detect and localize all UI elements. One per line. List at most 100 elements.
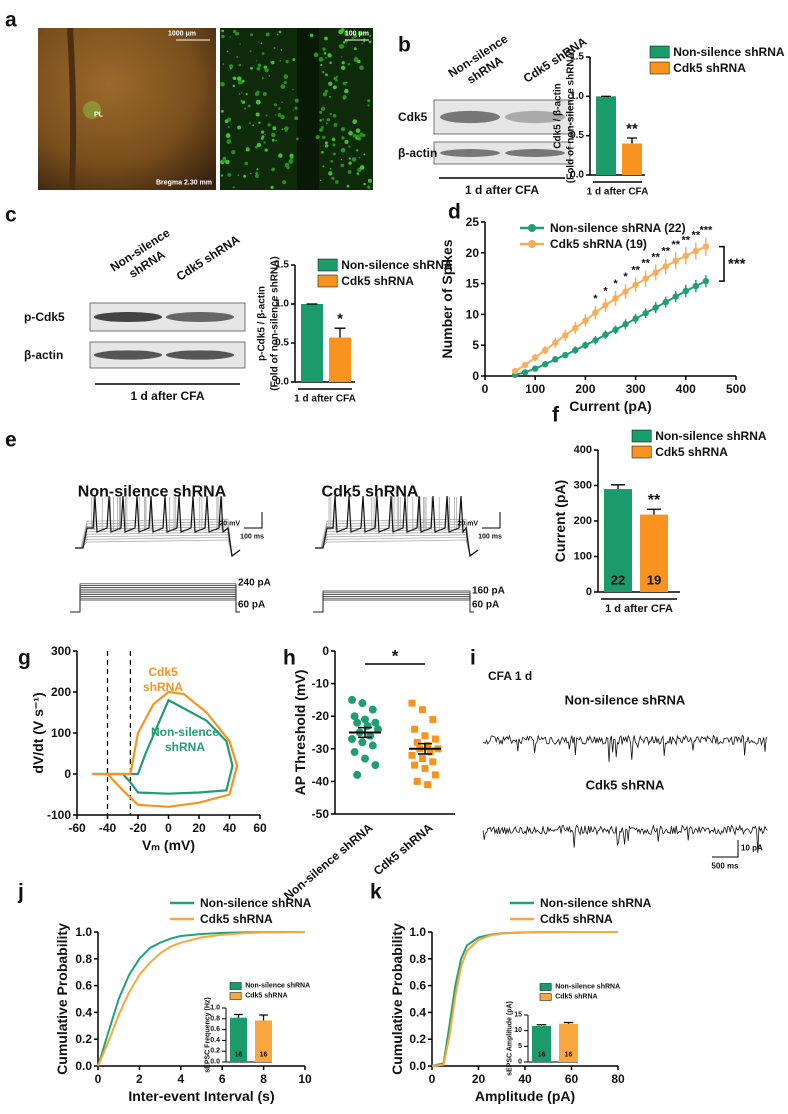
cell — [271, 138, 275, 142]
marker — [672, 257, 679, 265]
cell — [227, 125, 230, 128]
marker — [532, 365, 539, 372]
cell — [232, 84, 236, 88]
marker — [652, 304, 659, 311]
scale-label: 100 ms — [478, 534, 502, 541]
bar-n-label: 16 — [538, 1052, 546, 1059]
x-tick-label: 1 d after CFA — [587, 187, 649, 198]
cell — [325, 122, 328, 125]
x-tick-label: 60 — [565, 1072, 579, 1086]
bar-n-label: 16 — [260, 1052, 268, 1059]
y-tick-label: -10 — [312, 677, 330, 691]
cell — [288, 159, 294, 164]
cell — [221, 29, 224, 33]
significance: ** — [641, 258, 650, 270]
error-bar — [627, 137, 637, 144]
x-tick-label: 1 d after CFA — [294, 394, 356, 405]
cell — [353, 47, 357, 51]
cell — [324, 89, 329, 94]
cell — [256, 66, 261, 71]
cell — [289, 153, 294, 158]
error-bar — [334, 327, 346, 338]
error-bar — [647, 508, 661, 515]
y-tick-label: -30 — [312, 742, 330, 756]
marker — [592, 309, 599, 316]
step-label: 60 pA — [472, 600, 499, 611]
x-tick-label: 40 — [518, 1072, 532, 1086]
x-tick-label: 2 — [136, 1072, 143, 1086]
y-axis-label: p-Cdk5 / β-actin — [257, 286, 268, 361]
point — [413, 738, 421, 746]
cell — [237, 80, 242, 85]
legend-marker — [528, 224, 536, 232]
y-tick-label: 0.8 — [75, 952, 92, 966]
series-line — [97, 931, 306, 1067]
cell — [319, 110, 323, 115]
legend-swatch — [649, 61, 670, 75]
cell — [254, 145, 258, 149]
cell — [294, 98, 299, 103]
y-tick-label: 0.0 — [570, 170, 584, 181]
x-tick-label: 0 — [95, 1072, 102, 1086]
cell — [363, 38, 366, 40]
legend-label: Cdk5 shRNA — [341, 274, 414, 288]
step-protocol — [313, 594, 474, 613]
legend-swatch — [649, 45, 670, 59]
marker — [572, 346, 579, 354]
point — [348, 735, 356, 744]
y-tick-label: 0.2 — [409, 1032, 426, 1046]
blot-band — [505, 149, 565, 157]
y-tick-label: 0.6 — [210, 1026, 220, 1033]
cell — [240, 99, 243, 103]
cell — [255, 99, 261, 105]
y-axis-label: sEPSC Frequency (Hz) — [205, 997, 212, 1072]
cell — [273, 47, 276, 49]
x-tick-label: 0 — [482, 382, 489, 396]
cell — [262, 92, 267, 97]
cell — [292, 58, 296, 61]
blot-caption: 1 d after CFA — [130, 389, 204, 403]
bar — [559, 1023, 578, 1062]
blot-band — [165, 311, 235, 323]
y-tick-label: 0.4 — [75, 1005, 92, 1019]
y-tick-label: 100 — [574, 551, 592, 563]
cell — [271, 132, 276, 138]
y-tick-label: 0.0 — [75, 1059, 92, 1073]
cell — [268, 75, 271, 77]
y-tick-label: 300 — [574, 480, 592, 492]
cell — [331, 176, 335, 180]
cell — [334, 180, 339, 184]
point — [411, 725, 419, 733]
cell — [261, 52, 265, 55]
y-tick-label: 0.0 — [210, 1059, 220, 1066]
voltage-trace — [75, 495, 241, 558]
cell — [356, 149, 359, 152]
cell — [286, 166, 290, 170]
legend-label: Cdk5 shRNA — [555, 994, 597, 1001]
cell — [237, 125, 242, 130]
legend-swatch — [317, 258, 338, 272]
cell — [367, 104, 370, 107]
marker — [682, 252, 689, 260]
cell — [283, 80, 287, 85]
sem-bar — [418, 742, 432, 755]
cell — [347, 63, 351, 66]
cell — [347, 170, 352, 174]
marker — [642, 309, 649, 317]
marker — [612, 295, 619, 302]
cell — [355, 128, 361, 133]
cell — [328, 171, 333, 176]
bar — [532, 1025, 551, 1062]
cell — [264, 148, 268, 152]
point — [418, 706, 426, 714]
cell — [267, 123, 271, 127]
trace-title: Cdk5 shRNA — [586, 778, 665, 793]
cell — [329, 167, 332, 170]
cell — [270, 185, 274, 189]
injection-site — [83, 101, 101, 119]
x-tick-label: 10 — [298, 1072, 312, 1086]
cell — [368, 40, 372, 44]
cell — [244, 161, 249, 166]
cell — [332, 85, 337, 90]
